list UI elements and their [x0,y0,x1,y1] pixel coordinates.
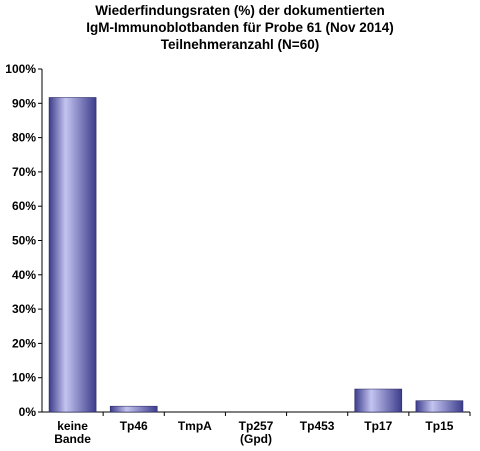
y-axis-tick-label: 60% [12,199,36,213]
chart-title-line-2: IgM-Immunoblotbanden für Probe 61 (Nov 2… [86,20,394,35]
y-axis-tick-label: 80% [12,131,36,145]
x-axis-tick-label: TmpA [178,419,212,433]
y-axis-tick-label: 100% [5,62,36,76]
bar [415,400,464,413]
bar [48,97,97,413]
chart-title-line-3: Teilnehmeranzahl (N=60) [160,37,320,52]
x-axis-tick-labels: keine Bande Tp46 TmpA Tp257 (Gpd) Tp453 Tp17 Tp1… [54,419,454,446]
chart-axes [38,68,471,416]
x-axis-tick-label: Tp453 [300,419,335,433]
y-axis-tick-label: 90% [12,96,36,110]
y-axis-tick-label: 10% [12,371,36,385]
chart-title: Wiederfindungsraten (%) der dokumentiert… [0,2,480,53]
bar [109,405,158,413]
bar [354,388,403,413]
x-axis-tick-label: Tp15 [425,419,453,433]
x-axis-tick-label: Tp17 [364,419,392,433]
y-axis-tick-label: 0% [19,405,37,419]
y-axis-tick-label: 30% [12,302,36,316]
y-axis-tick-label: 70% [12,165,36,179]
y-axis-tick-label: 40% [12,268,36,282]
x-axis-tick-label: Tp257 (Gpd) [239,419,274,446]
y-axis-tick-label: 50% [12,234,36,248]
y-axis-tick-labels: 0% 10% 20% 30% 40% 50% 60% 70% 80% 90% 100% [5,62,36,419]
x-axis-tick-label: keine Bande [54,419,91,446]
chart-bars [48,97,464,413]
x-axis-tick-label: Tp46 [120,419,148,433]
y-axis-tick-label: 20% [12,336,36,350]
chart-title-line-1: Wiederfindungsraten (%) der dokumentiert… [95,3,385,18]
